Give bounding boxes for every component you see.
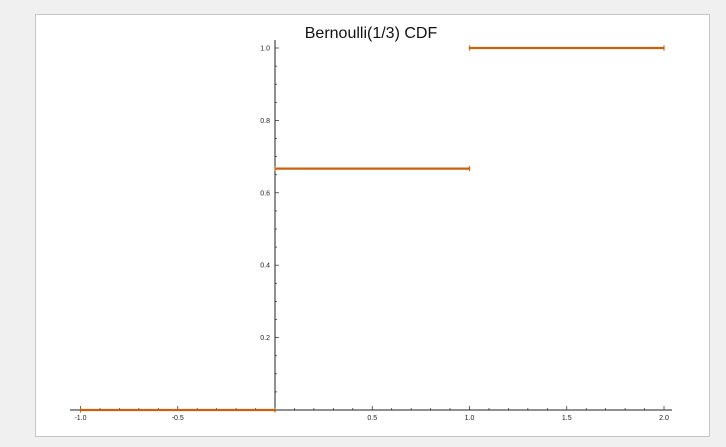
series-steps: [79, 45, 665, 413]
y-tick-label: 0.8: [260, 118, 270, 125]
chart-frame: [35, 14, 710, 437]
axes: [70, 40, 672, 411]
ticks: -1.0 -0.5 0.5 1.0 1.5 2.0 0.2 0.4 0.6 0.8 1.0: [74, 46, 669, 423]
x-tick-label: 2.0: [659, 415, 669, 422]
x-tick-label: -0.5: [172, 415, 184, 422]
y-tick-label: 1.0: [260, 46, 270, 53]
x-tick-label: 0.5: [367, 415, 377, 422]
y-tick-label: 0.2: [260, 335, 270, 342]
x-tick-label: -1.0: [74, 415, 86, 422]
x-tick-label: 1.0: [465, 415, 475, 422]
chart-title: Bernoulli(1/3) CDF: [305, 25, 438, 42]
x-tick-label: 1.5: [562, 415, 572, 422]
y-tick-label: 0.4: [260, 263, 270, 270]
y-tick-label: 0.6: [260, 190, 270, 197]
